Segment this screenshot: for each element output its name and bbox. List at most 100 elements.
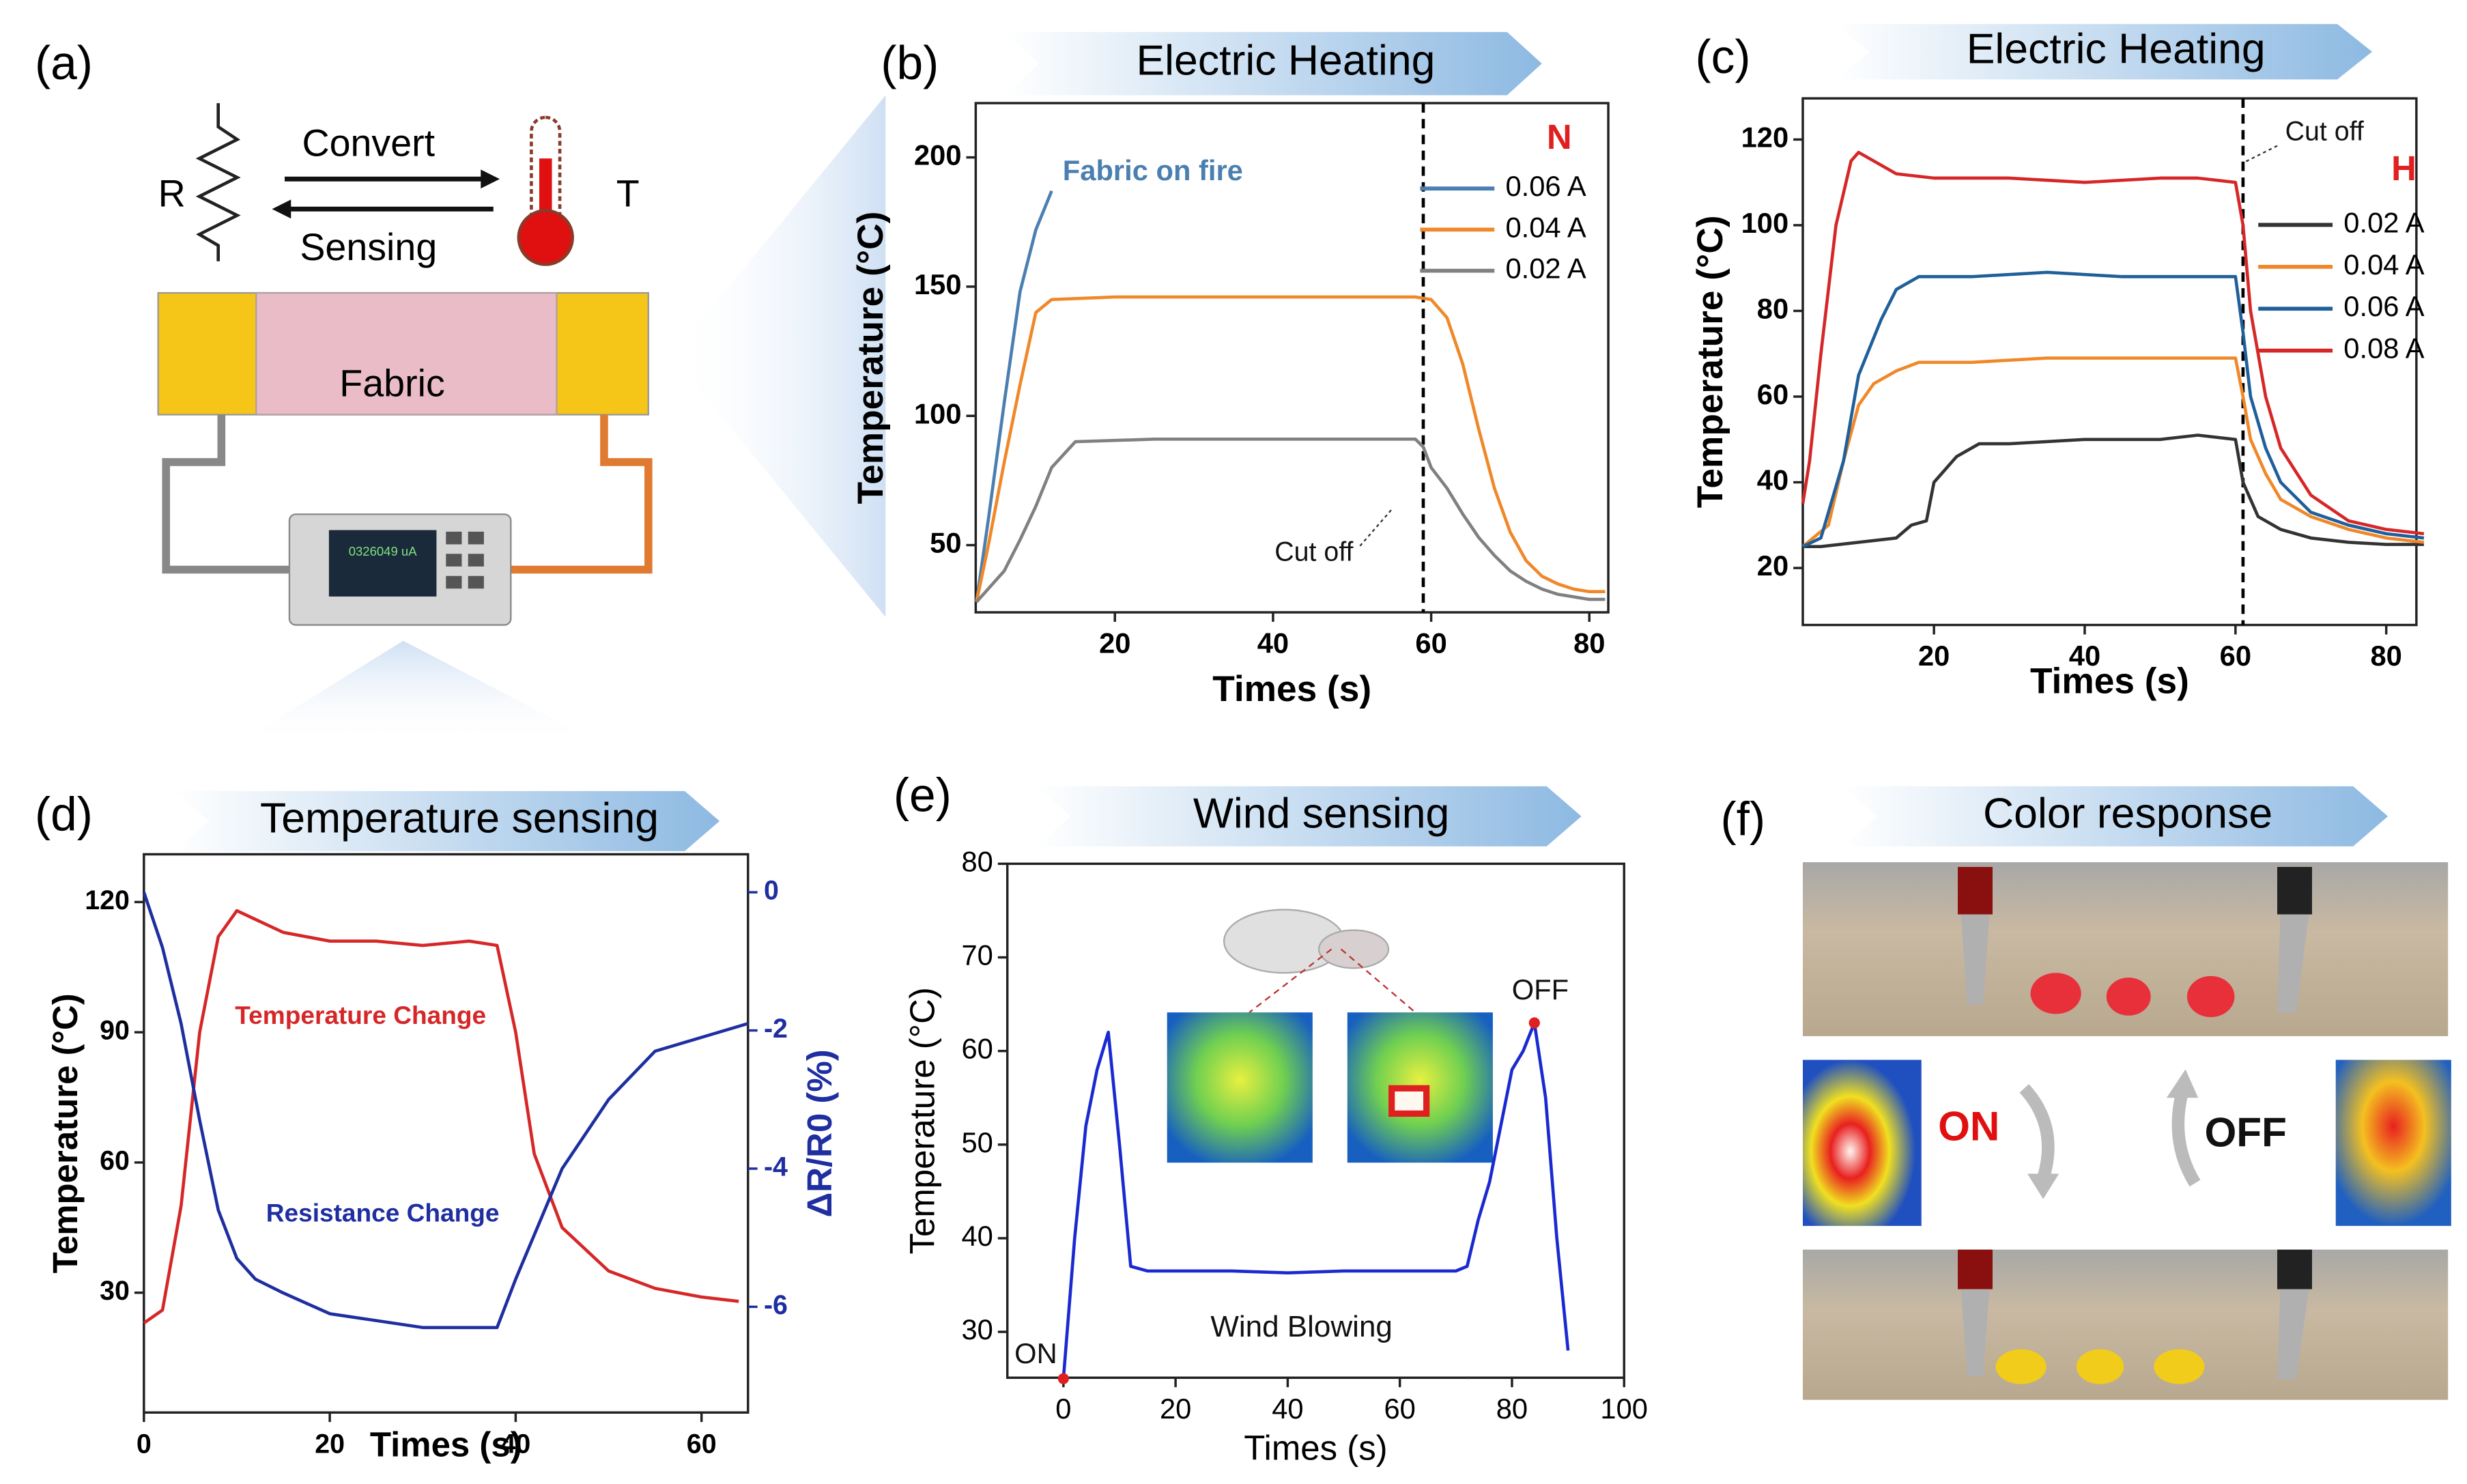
x-tick-label: 20 <box>315 1429 345 1459</box>
red-dots <box>2030 973 2235 1018</box>
on-label: ON <box>1938 1102 1999 1149</box>
arrow-head <box>2166 1069 2199 1098</box>
x-tick-label: 40 <box>2069 640 2100 672</box>
convert-label: Convert <box>302 122 435 164</box>
y2-tick-label: -4 <box>764 1152 788 1182</box>
fabric <box>255 291 558 416</box>
data-line <box>1061 1021 1570 1379</box>
x-tick-label: 20 <box>1099 627 1130 659</box>
x-tick-label: 0 <box>1055 1393 1071 1425</box>
title-banner <box>1842 786 2388 846</box>
y-tick-label: 80 <box>961 845 993 877</box>
x-tick-label: 0 <box>137 1429 152 1459</box>
x-tick-label: 80 <box>2371 640 2402 672</box>
thermal-image <box>1803 1059 1922 1226</box>
legend-title: H <box>2391 149 2416 188</box>
y-tick-label: 80 <box>1757 292 1788 324</box>
y-tick-label: 100 <box>914 397 962 429</box>
y-axis-label: Temperature (°C) <box>903 987 942 1254</box>
y-axis-label: Temperature (°C) <box>46 993 85 1273</box>
thermal-image <box>2335 1059 2451 1226</box>
y-tick-label: 90 <box>100 1016 130 1046</box>
legend-label: 0.08 A <box>2343 332 2424 365</box>
annotation-arrow <box>2245 145 2278 162</box>
x-axis-label: Times (s) <box>1212 669 1371 709</box>
legend-label: 0.02 A <box>2343 206 2424 238</box>
legend-label: 0.02 A <box>1505 253 1586 285</box>
panel-a: R T Convert Sensing Fabric 0326049 uA <box>157 95 886 744</box>
hot-spot <box>1388 1085 1430 1117</box>
y-tick-label: 40 <box>961 1220 993 1252</box>
data-line <box>1801 356 2425 548</box>
wire <box>162 414 293 574</box>
chart-title: Wind sensing <box>1193 789 1449 837</box>
x-tick-label: 80 <box>1496 1393 1528 1425</box>
data-line <box>975 190 1053 603</box>
y-tick-label: 30 <box>100 1276 130 1306</box>
x-tick-label: 100 <box>1600 1393 1648 1425</box>
x-tick-label: 40 <box>1257 627 1289 659</box>
chart-title: Electric Heating <box>1967 25 2266 72</box>
data-line <box>1802 270 2425 548</box>
thermal-image <box>1167 1012 1313 1163</box>
y2-tick-label: -2 <box>764 1014 788 1044</box>
x-tick-label: 20 <box>1918 640 1950 672</box>
plot-frame <box>1006 862 1625 1380</box>
data-line <box>975 438 1606 603</box>
legend-label: 0.06 A <box>1505 170 1586 202</box>
annotation-arrow <box>1359 509 1393 547</box>
y-tick-label: 50 <box>930 527 961 559</box>
resistor-label: R <box>158 172 186 214</box>
annotation: Fabric on fire <box>1063 154 1243 186</box>
annotation: Wind Blowing <box>1210 1310 1393 1343</box>
thermometer-bulb <box>517 209 574 266</box>
curved-arrow <box>2019 1084 2055 1181</box>
chart-title: Temperature sensing <box>260 794 659 842</box>
title-banner <box>1004 31 1542 96</box>
plot-frame <box>143 853 750 1414</box>
sensing-label: Sensing <box>300 226 437 268</box>
y-tick-label: 40 <box>1757 464 1788 496</box>
panel-e-inset <box>1167 909 1493 1163</box>
legend-label: 0.04 A <box>2343 248 2424 281</box>
x-tick-label: 40 <box>1272 1393 1303 1425</box>
marker <box>1528 1017 1540 1029</box>
marker <box>1057 1373 1069 1384</box>
annotation: ON <box>1014 1337 1057 1369</box>
data-line <box>143 909 739 1325</box>
y-axis-label: Temperature (°C) <box>1690 215 1730 508</box>
y-tick-label: 100 <box>1741 207 1789 239</box>
title-banner <box>173 790 720 851</box>
panel-f: ON OFF <box>1803 862 2451 1400</box>
panel-label: (e) <box>894 769 952 822</box>
x-tick-label: 60 <box>687 1429 717 1459</box>
plot-frame <box>1801 97 2418 627</box>
x-tick-label: 20 <box>1160 1393 1191 1425</box>
chart-title: Color response <box>1983 789 2272 837</box>
arrow-head <box>2027 1173 2059 1199</box>
x-tick-label: 60 <box>2220 640 2251 672</box>
y2-tick-label: 0 <box>764 876 779 906</box>
temperature-label: T <box>616 172 640 214</box>
series-label: Temperature Change <box>235 1001 486 1029</box>
y2-tick-label: -6 <box>764 1290 788 1320</box>
data-line <box>975 295 1606 603</box>
annotation: Cut off <box>1274 537 1353 567</box>
plot-frame <box>974 102 1610 614</box>
y2-axis-label: ΔR/R0 (%) <box>800 1049 839 1217</box>
toy-photo <box>1317 929 1390 969</box>
resistor <box>195 103 241 261</box>
y-axis-label: Temperature (°C) <box>851 212 891 504</box>
curved-arrow <box>2171 1089 2201 1187</box>
panel-label: (a) <box>35 36 93 89</box>
zoom-wedge <box>237 640 601 744</box>
callout-line <box>1249 948 1332 1014</box>
data-line <box>1803 433 2424 549</box>
probes <box>1958 867 1993 1289</box>
panel-label: (c) <box>1695 30 1750 83</box>
data-line <box>1801 150 2425 536</box>
probes <box>2277 867 2312 1289</box>
arrow-head <box>272 199 291 219</box>
x-tick-label: 40 <box>501 1429 531 1459</box>
annotation: OFF <box>1512 973 1569 1005</box>
